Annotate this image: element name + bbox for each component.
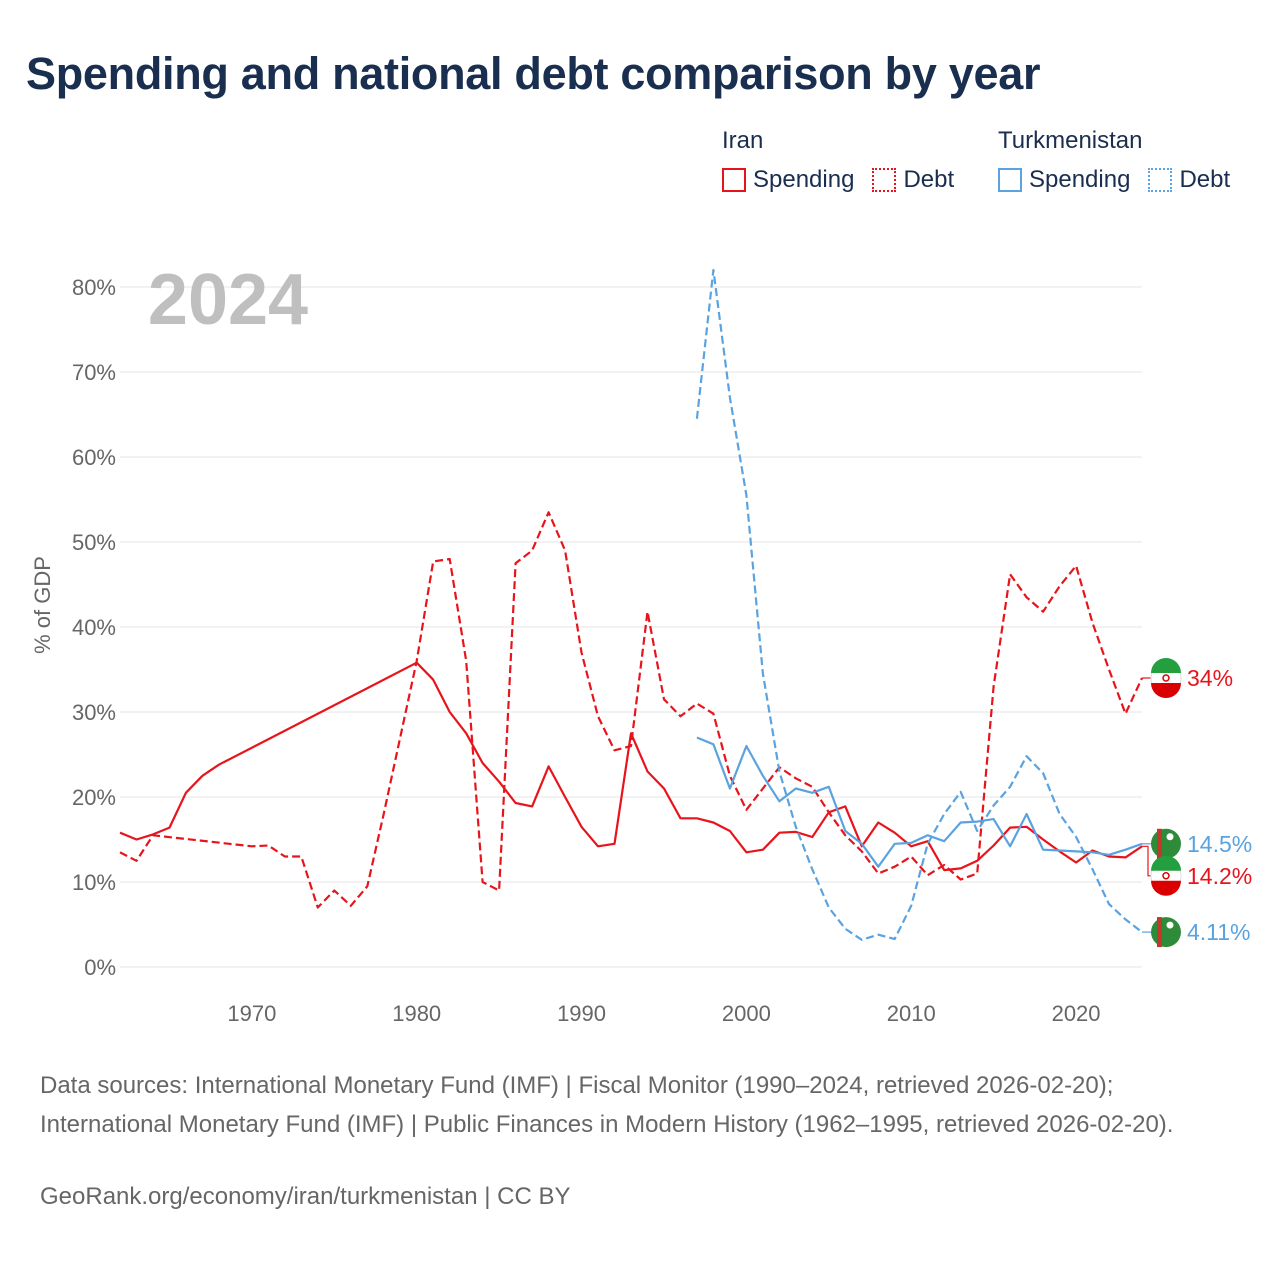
legend-iran-debt[interactable]: Debt [872, 166, 954, 194]
y-tick-label: 70% [72, 360, 116, 385]
year-watermark: 2024 [148, 260, 308, 340]
gridlines [120, 286, 1142, 968]
legend-swatch-turkmenistan-spending [998, 168, 1022, 192]
y-tick-label: 40% [72, 615, 116, 640]
series-turkmenistan-debt[interactable] [695, 268, 1143, 941]
iran-flag-icon [1150, 658, 1182, 698]
x-tick-label: 1990 [557, 1001, 606, 1026]
credit-link[interactable]: GeoRank.org/economy/iran/turkmenistan | … [40, 1183, 571, 1210]
x-tick-label: 2000 [722, 1001, 771, 1026]
legend-label-turkmenistan-debt: Debt [1179, 166, 1231, 193]
turkmenistan-flag-icon [1151, 917, 1181, 948]
y-tick-label: 80% [72, 275, 116, 300]
y-tick-label: 20% [72, 785, 116, 810]
legend-turkmenistan-debt[interactable]: Debt [1148, 166, 1230, 194]
legend-swatch-turkmenistan-debt [1148, 168, 1173, 192]
legend-group-title-iran: Iran [722, 127, 764, 154]
line-chart: 2024 0% 10% 20% 30% 40% 50% 60% 70% 80% 1970 1980… [30, 260, 1252, 1026]
series-iran-spending[interactable] [119, 661, 1143, 872]
y-tick-label: 30% [72, 700, 116, 725]
x-tick-label: 2010 [887, 1001, 936, 1026]
legend-group-title-turkmenistan: Turkmenistan [998, 127, 1143, 154]
end-value-label: 4.11% [1187, 919, 1251, 945]
series-turkmenistan-spending[interactable] [696, 736, 1143, 868]
y-axis-ticks: 0% 10% 20% 30% 40% 50% 60% 70% 80% [72, 275, 116, 980]
legend-group-iran: Iran Spending Debt [722, 124, 972, 202]
legend-label-iran-spending: Spending [753, 166, 855, 193]
x-tick-label: 1970 [227, 1001, 276, 1026]
legend-label-iran-debt: Debt [903, 166, 955, 193]
legend-swatch-iran-debt [872, 168, 897, 192]
iran-flag-icon [1150, 855, 1182, 896]
x-tick-label: 1980 [392, 1001, 441, 1026]
y-tick-label: 60% [72, 445, 116, 470]
y-tick-label: 50% [72, 530, 116, 555]
legend-iran-spending[interactable]: Spending [722, 166, 854, 194]
series-iran-debt[interactable] [119, 511, 1143, 909]
x-tick-label: 2020 [1052, 1001, 1101, 1026]
legend-group-turkmenistan: Turkmenistan Spending Debt [998, 124, 1248, 202]
legend-label-turkmenistan-spending: Spending [1029, 166, 1131, 193]
y-tick-label: 10% [72, 870, 116, 895]
series-lines [119, 268, 1143, 941]
end-labels: 34% 14.5% 14.2% 4.11% [1142, 658, 1252, 948]
data-sources: Data sources: International Monetary Fun… [40, 1072, 1174, 1138]
end-value-label: 14.5% [1187, 831, 1252, 857]
end-connector [1142, 845, 1152, 877]
y-tick-label: 0% [84, 955, 116, 980]
x-axis-ticks: 1970 1980 1990 2000 2010 2020 [227, 1001, 1100, 1026]
chart-title: Spending and national debt comparison by… [26, 48, 1041, 99]
legend-turkmenistan-spending[interactable]: Spending [998, 166, 1130, 194]
legend-swatch-iran-spending [722, 168, 746, 192]
end-value-label: 14.2% [1187, 863, 1252, 889]
turkmenistan-flag-icon [1151, 828, 1181, 859]
y-axis-label: % of GDP [30, 556, 55, 654]
end-value-label: 34% [1187, 665, 1233, 691]
